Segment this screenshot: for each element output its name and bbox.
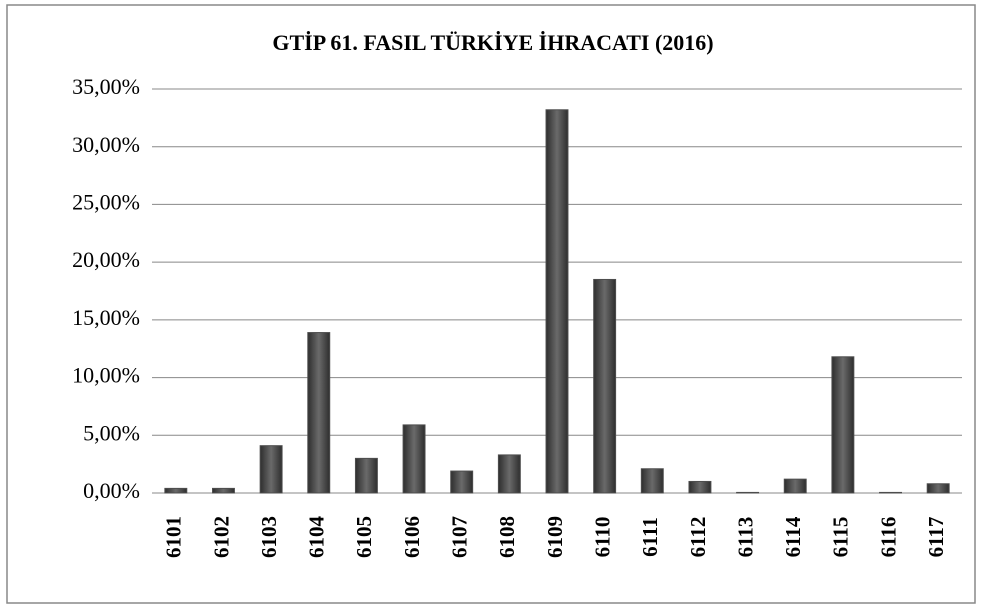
bar <box>831 356 855 494</box>
x-tick-label: 6103 <box>257 516 281 558</box>
x-tick-label: 6114 <box>781 516 805 557</box>
y-tick-label: 30,00% <box>72 132 140 157</box>
x-tick-label: 6109 <box>543 516 567 558</box>
y-tick-label: 15,00% <box>72 305 140 330</box>
bar <box>164 487 188 494</box>
x-tick-label: 6108 <box>495 516 519 558</box>
bar <box>402 424 426 494</box>
bar <box>307 332 331 494</box>
y-tick-label: 5,00% <box>83 420 140 445</box>
x-tick-label: 6116 <box>876 517 900 558</box>
bar <box>736 491 760 494</box>
x-tick-label: 6117 <box>924 517 948 558</box>
bar <box>879 491 902 494</box>
bar <box>926 483 950 494</box>
x-tick-label: 6112 <box>686 517 710 558</box>
bar <box>450 470 474 494</box>
y-tick-label: 35,00% <box>72 74 140 99</box>
bar <box>545 109 569 494</box>
bar <box>688 480 712 494</box>
x-tick-label: 6104 <box>305 516 329 559</box>
bar <box>354 457 378 494</box>
x-tick-label: 6105 <box>352 516 376 558</box>
y-tick-label: 0,00% <box>83 478 140 503</box>
y-tick-label: 20,00% <box>72 247 140 272</box>
x-tick-label: 6101 <box>162 516 186 558</box>
bar <box>783 478 807 494</box>
x-tick-label: 6106 <box>400 516 424 558</box>
x-tick-label: 6113 <box>733 517 757 558</box>
bar <box>212 487 235 494</box>
bar <box>640 468 664 494</box>
x-tick-label: 6107 <box>448 516 472 558</box>
x-tick-label: 6115 <box>829 517 853 558</box>
x-tick-label: 6111 <box>638 517 662 557</box>
y-tick-label: 25,00% <box>72 189 140 214</box>
chart-title: GTİP 61. FASIL TÜRKİYE İHRACATI (2016) <box>272 30 713 55</box>
x-tick-label: 6110 <box>590 517 614 558</box>
chart-frame <box>6 4 976 604</box>
bar <box>259 445 283 494</box>
y-tick-label: 10,00% <box>72 363 140 388</box>
bar <box>593 278 617 494</box>
x-tick-label: 6102 <box>209 516 233 558</box>
bar <box>497 454 521 494</box>
